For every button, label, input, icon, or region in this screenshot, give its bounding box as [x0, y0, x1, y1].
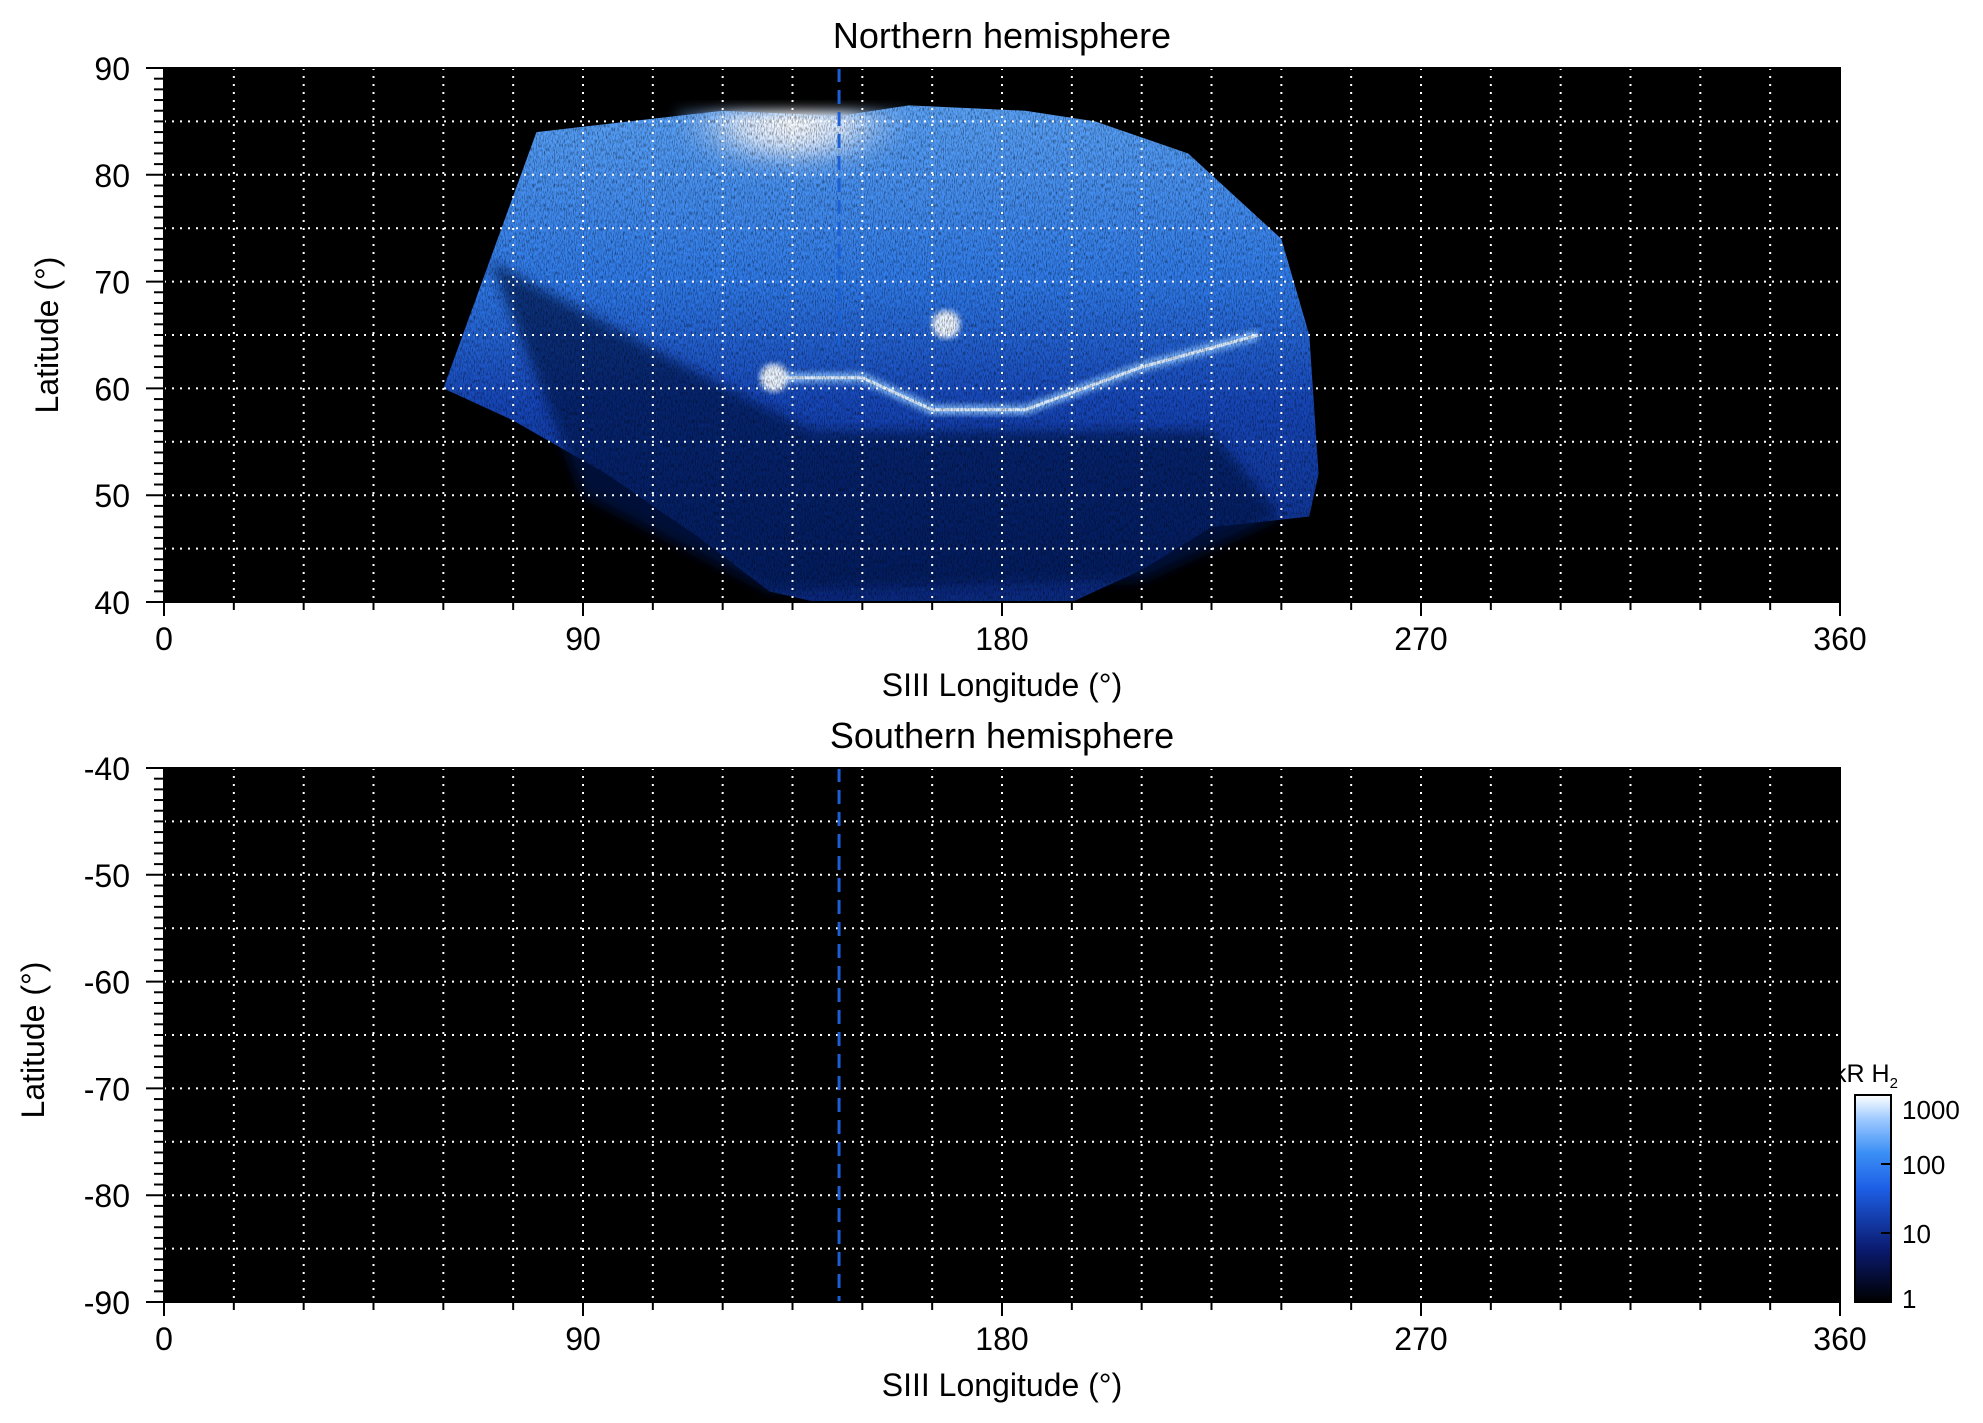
- y-tick-label: -50: [84, 858, 130, 894]
- colorbar-tick-label: 100: [1902, 1150, 1945, 1180]
- emission-texture: [443, 105, 1319, 602]
- colorbar-tick-label: 1: [1902, 1284, 1916, 1314]
- x-tick-label: 0: [155, 621, 173, 657]
- y-tick-label: -40: [84, 751, 130, 787]
- y-tick-label: 50: [94, 478, 130, 514]
- y-tick-label: 80: [94, 158, 130, 194]
- y-tick-label: -80: [84, 1178, 130, 1214]
- y-axis-label: Latitude (°): [29, 257, 65, 414]
- grid-lines: [164, 768, 1840, 1302]
- colorbar: kR H2 1000 100 10 1: [1834, 1060, 1960, 1314]
- x-tick-label: 270: [1394, 1321, 1447, 1357]
- x-axis-label: SIII Longitude (°): [882, 667, 1122, 703]
- x-tick-label: 90: [565, 1321, 601, 1357]
- x-tick-label: 180: [975, 1321, 1028, 1357]
- x-tick-label: 360: [1813, 1321, 1866, 1357]
- chart-title: Northern hemisphere: [833, 15, 1171, 56]
- y-tick-label: 40: [94, 585, 130, 621]
- y-tick-label: 70: [94, 265, 130, 301]
- y-tick-label: -70: [84, 1071, 130, 1107]
- x-tick-label: 270: [1394, 621, 1447, 657]
- y-tick-label: -60: [84, 965, 130, 1001]
- colorbar-tick-label: 10: [1902, 1219, 1931, 1249]
- x-tick-label: 360: [1813, 621, 1866, 657]
- colorbar-tick-label: 1000: [1902, 1095, 1960, 1125]
- y-tick-label: 90: [94, 51, 130, 87]
- x-axis-label: SIII Longitude (°): [882, 1367, 1122, 1403]
- colorbar-label: kR H2: [1834, 1060, 1898, 1092]
- northern-hemisphere-panel: Northern hemisphere 0 90 180 270 360 40 50 60 70…: [29, 15, 1867, 703]
- y-axis-label: Latitude (°): [15, 962, 51, 1119]
- colorbar-gradient: [1854, 1094, 1892, 1303]
- x-tick-label: 180: [975, 621, 1028, 657]
- x-tick-label: 90: [565, 621, 601, 657]
- southern-hemisphere-panel: Southern hemisphere 0 90 180 270 360 -40 -50 -6…: [15, 715, 1867, 1403]
- chart-title: Southern hemisphere: [830, 715, 1174, 756]
- y-tick-label: 60: [94, 371, 130, 407]
- auroral-emission-map: [443, 105, 1319, 602]
- y-tick-label: -90: [84, 1285, 130, 1321]
- grid-lines: [164, 68, 1840, 602]
- x-tick-label: 0: [155, 1321, 173, 1357]
